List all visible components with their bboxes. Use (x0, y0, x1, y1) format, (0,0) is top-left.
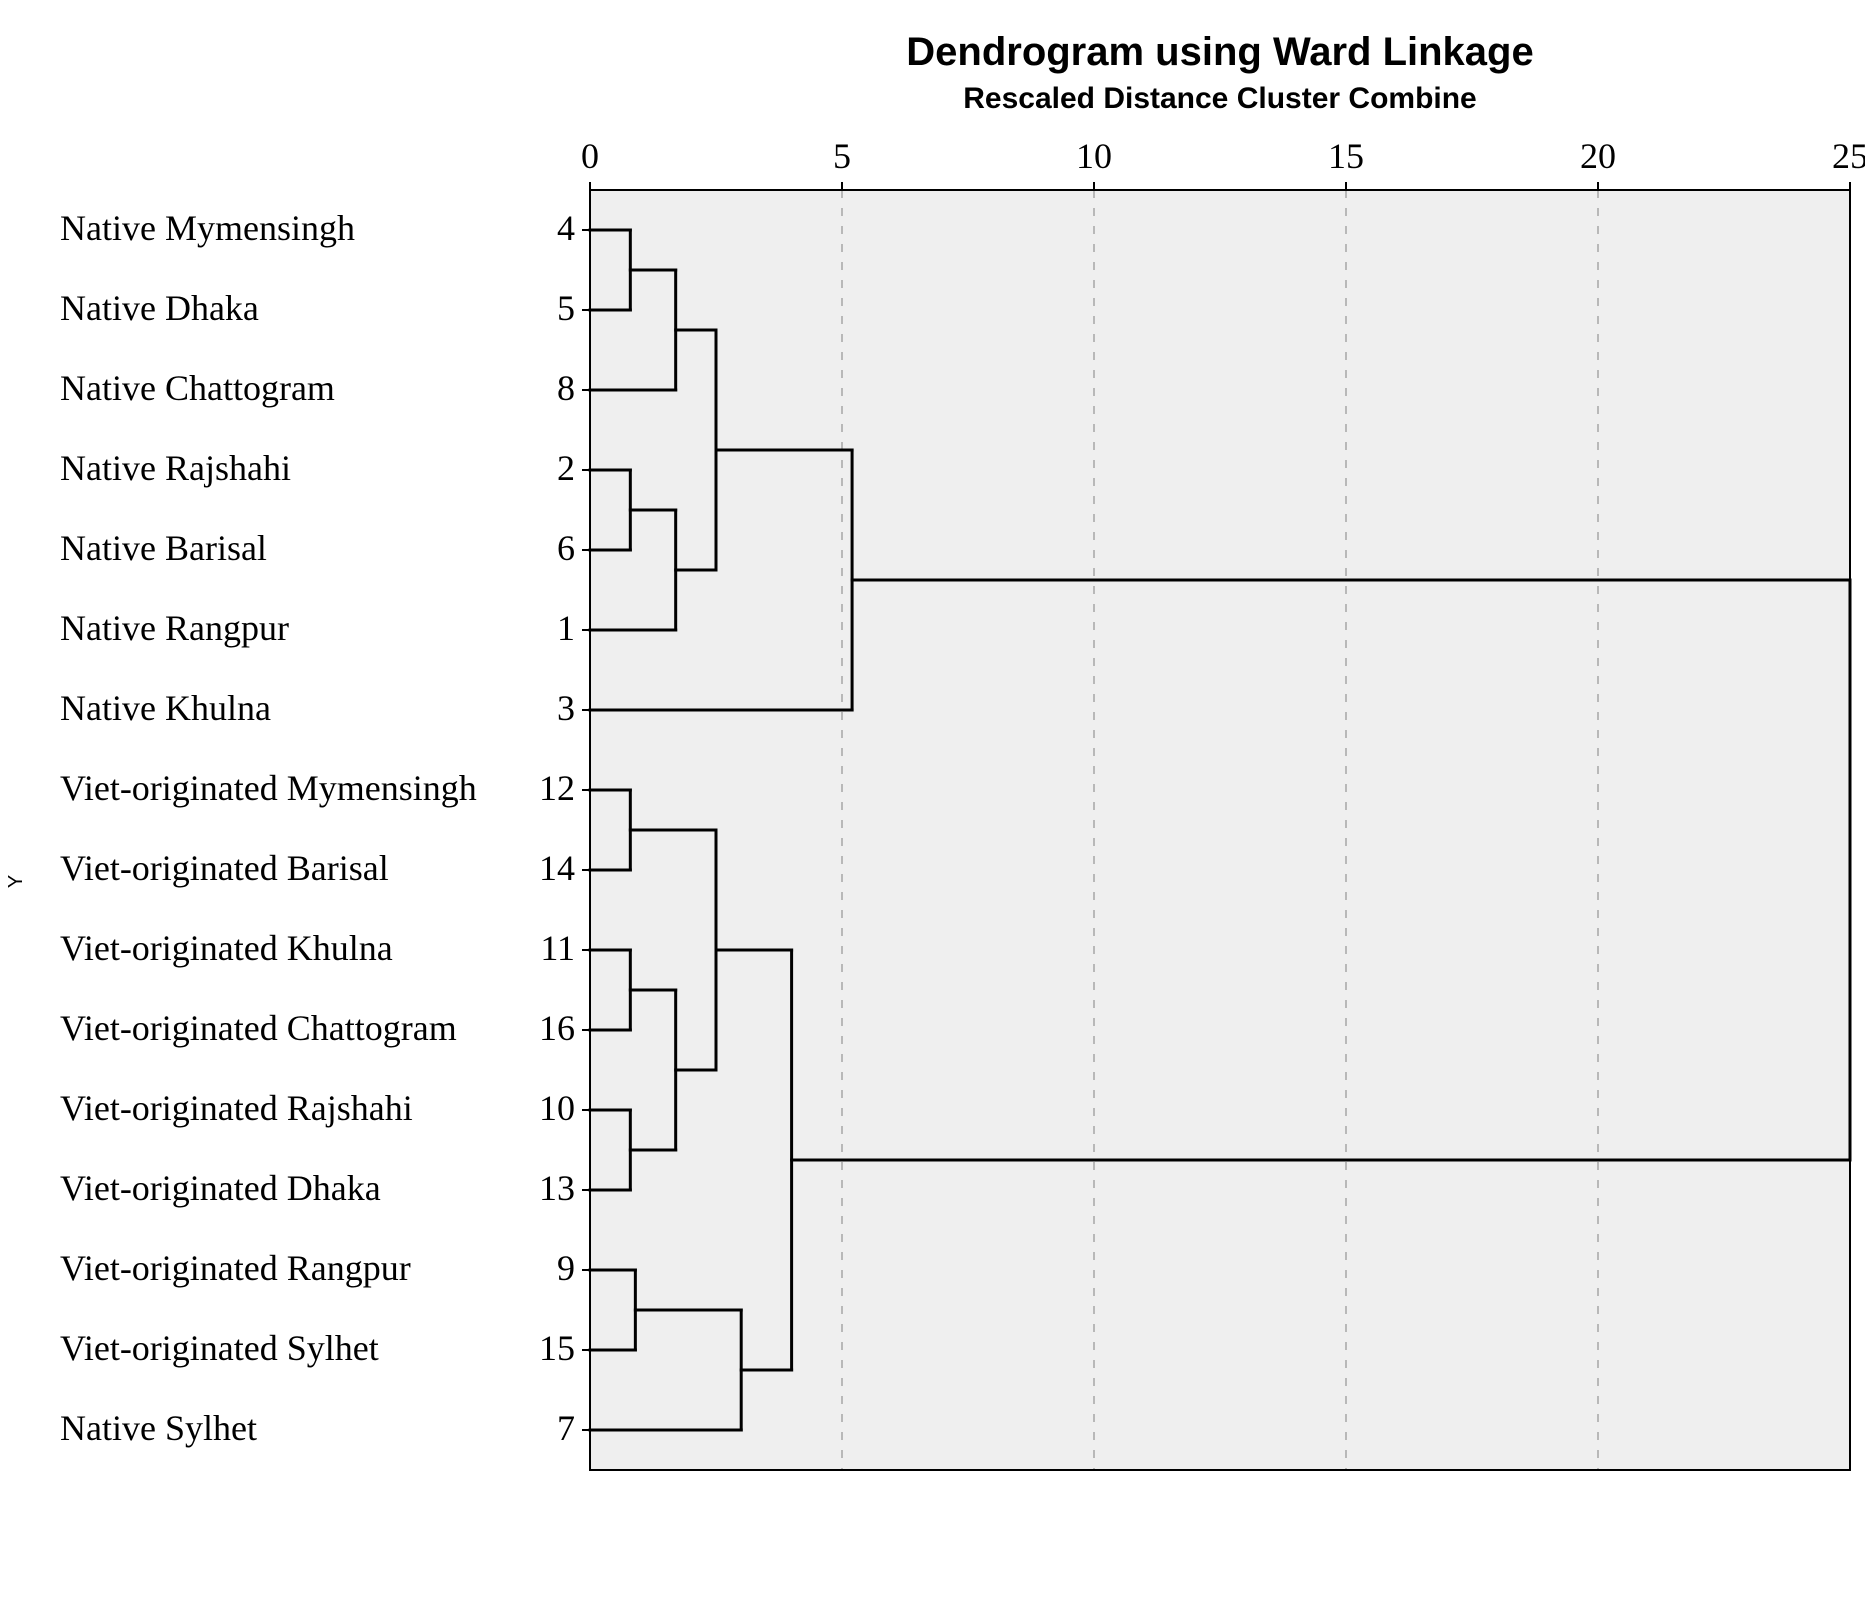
leaf-index: 9 (495, 1247, 575, 1289)
leaf-label: Viet-originated Sylhet (60, 1327, 379, 1369)
leaf-label: Viet-originated Dhaka (60, 1167, 381, 1209)
leaf-index: 4 (495, 207, 575, 249)
x-tick-label: 0 (550, 135, 630, 177)
leaf-label: Native Barisal (60, 527, 267, 569)
dendrogram-chart: Dendrogram using Ward Linkage Rescaled D… (20, 20, 1865, 1582)
leaf-index: 1 (495, 607, 575, 649)
leaf-label: Viet-originated Chattogram (60, 1007, 457, 1049)
leaf-index: 11 (495, 927, 575, 969)
leaf-index: 5 (495, 287, 575, 329)
leaf-index: 10 (495, 1087, 575, 1129)
leaf-index: 16 (495, 1007, 575, 1049)
leaf-label: Native Chattogram (60, 367, 335, 409)
leaf-index: 2 (495, 447, 575, 489)
leaf-label: Native Mymensingh (60, 207, 355, 249)
x-tick-label: 10 (1054, 135, 1134, 177)
leaf-index: 15 (495, 1327, 575, 1369)
leaf-index: 13 (495, 1167, 575, 1209)
leaf-label: Native Rangpur (60, 607, 289, 649)
leaf-label: Viet-originated Rangpur (60, 1247, 411, 1289)
leaf-label: Native Khulna (60, 687, 271, 729)
leaf-label: Native Sylhet (60, 1407, 257, 1449)
leaf-label: Native Rajshahi (60, 447, 291, 489)
leaf-index: 8 (495, 367, 575, 409)
leaf-label: Native Dhaka (60, 287, 259, 329)
leaf-label: Viet-originated Mymensingh (60, 767, 477, 809)
x-tick-label: 15 (1306, 135, 1386, 177)
x-tick-label: 5 (802, 135, 882, 177)
leaf-index: 12 (495, 767, 575, 809)
leaf-index: 6 (495, 527, 575, 569)
leaf-index: 3 (495, 687, 575, 729)
x-tick-label: 25 (1810, 135, 1865, 177)
leaf-label: Viet-originated Khulna (60, 927, 393, 969)
leaf-label: Viet-originated Rajshahi (60, 1087, 413, 1129)
x-tick-label: 20 (1558, 135, 1638, 177)
leaf-label: Viet-originated Barisal (60, 847, 389, 889)
leaf-index: 7 (495, 1407, 575, 1449)
leaf-index: 14 (495, 847, 575, 889)
